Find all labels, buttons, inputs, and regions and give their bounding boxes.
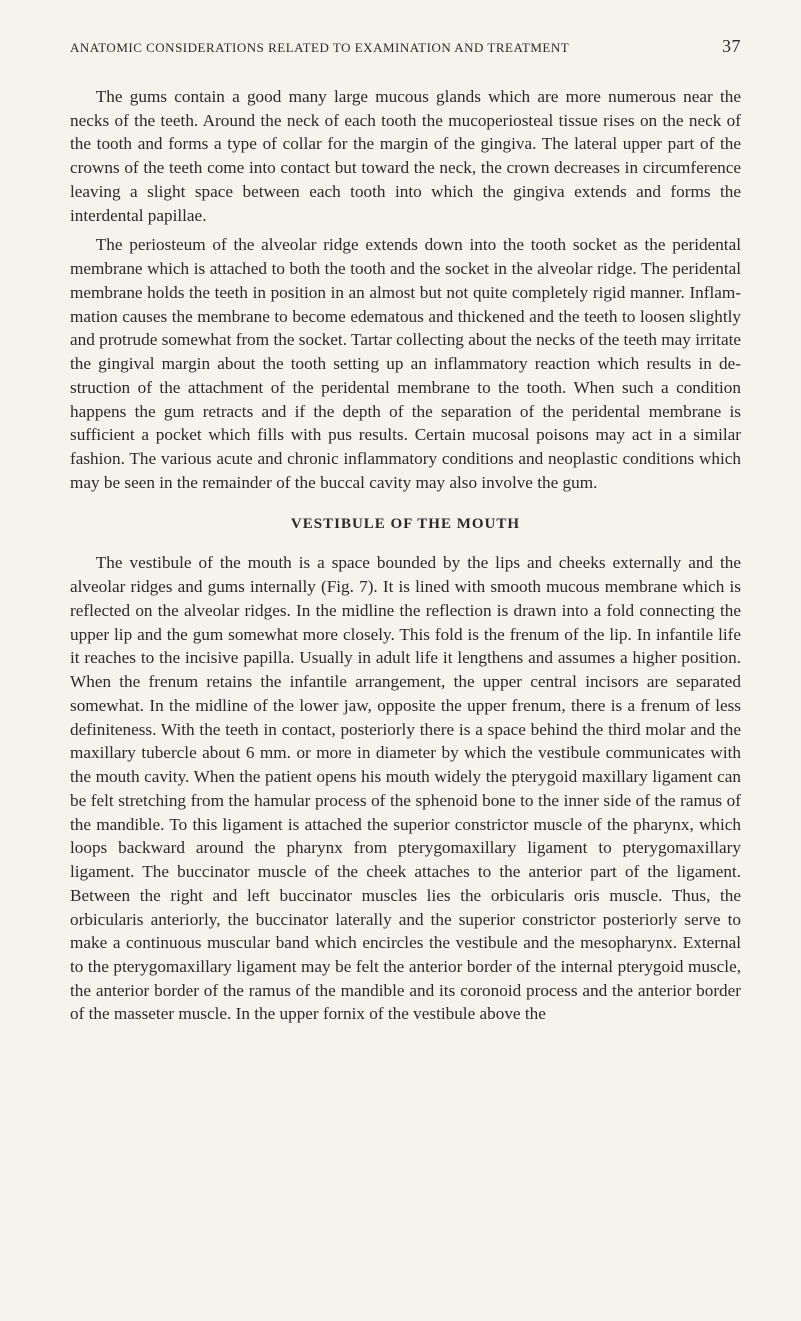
page-number: 37 bbox=[722, 36, 741, 57]
running-head: ANATOMIC CONSIDERATIONS RELATED TO EXAMI… bbox=[70, 36, 741, 57]
body-paragraph-1: The gums contain a good many large mucou… bbox=[70, 85, 741, 227]
section-heading: VESTIBULE OF THE MOUTH bbox=[70, 516, 741, 533]
body-paragraph-2: The periosteum of the alveolar ridge ext… bbox=[70, 233, 741, 494]
page: ANATOMIC CONSIDERATIONS RELATED TO EXAMI… bbox=[0, 0, 801, 1066]
body-paragraph-3: The vestibule of the mouth is a space bo… bbox=[70, 551, 741, 1026]
running-head-title: ANATOMIC CONSIDERATIONS RELATED TO EXAMI… bbox=[70, 40, 569, 56]
